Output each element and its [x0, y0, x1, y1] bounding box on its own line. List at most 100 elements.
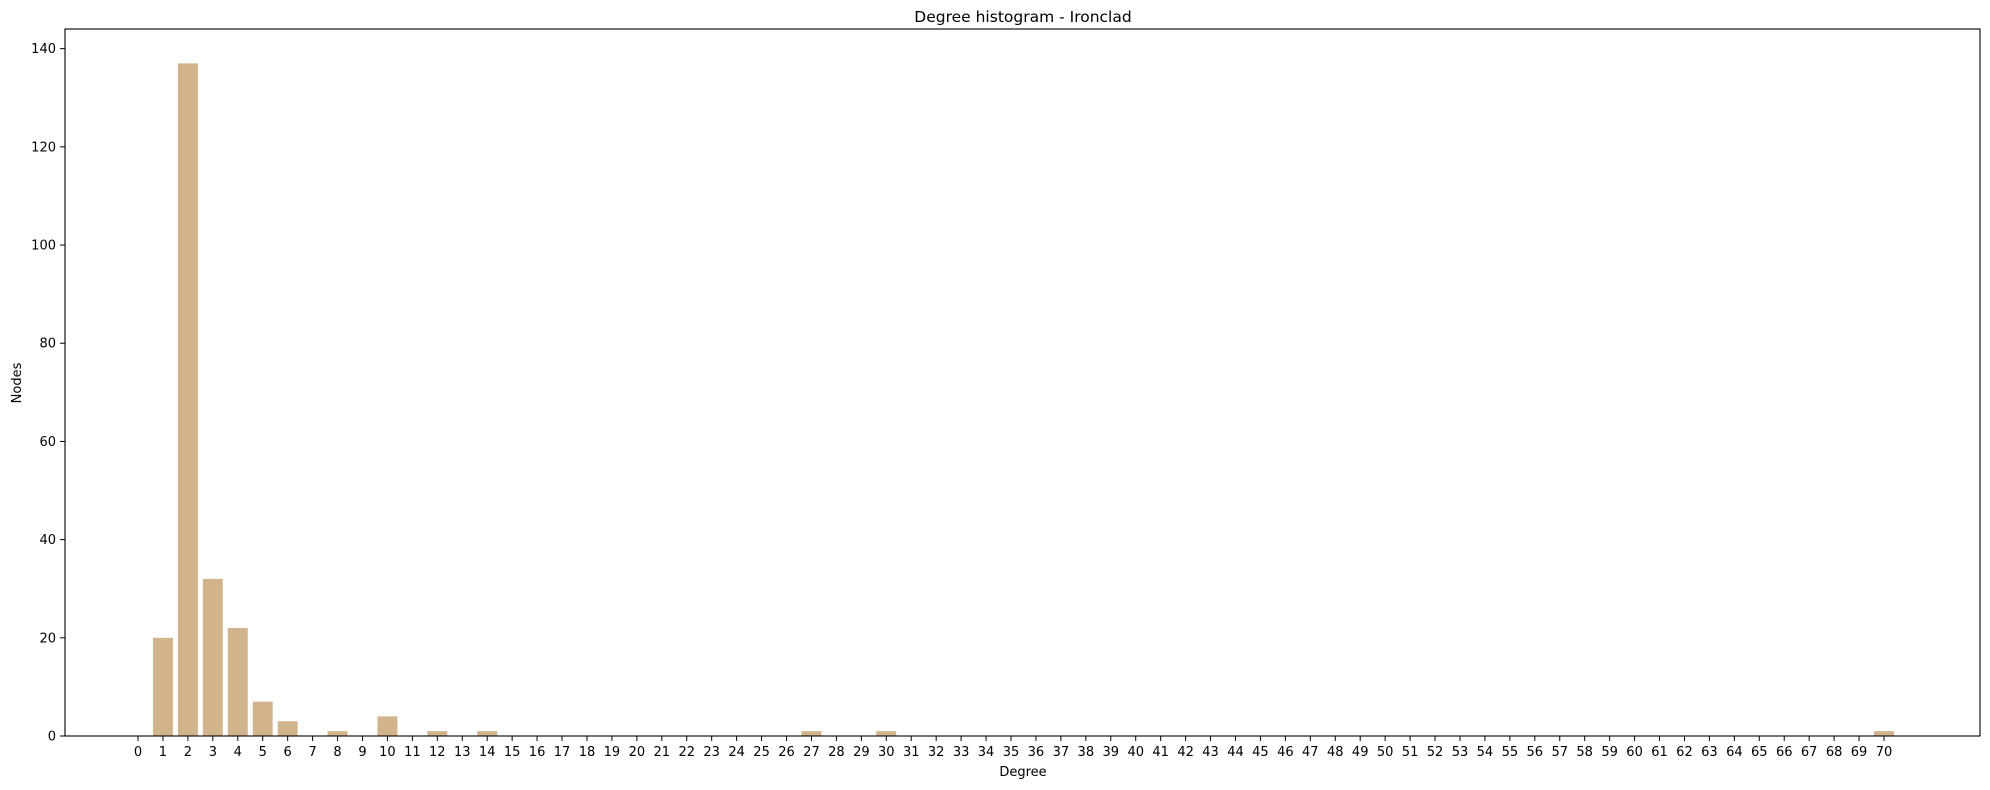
x-tick-label: 31 — [903, 745, 920, 760]
x-tick-label: 45 — [1252, 745, 1269, 760]
bar-degree-1 — [152, 637, 173, 736]
x-tick-label: 4 — [234, 745, 242, 760]
x-tick-label: 26 — [778, 745, 795, 760]
x-tick-label: 5 — [259, 745, 267, 760]
x-tick-label: 7 — [308, 745, 316, 760]
bar-degree-5 — [252, 701, 273, 736]
bars-group — [152, 63, 1894, 737]
bar-degree-30 — [876, 731, 897, 736]
x-tick-label: 52 — [1427, 745, 1444, 760]
x-tick-label: 0 — [134, 745, 142, 760]
x-tick-label: 29 — [853, 745, 870, 760]
x-tick-label: 12 — [429, 745, 446, 760]
x-tick-label: 18 — [579, 745, 596, 760]
x-axis-ticks: 0 1 2 3 4 5 6 7 8 9 10 11 12 13 14 15 16 17 18 19 20 21 22 23 24… — [134, 736, 1892, 760]
bar-degree-10 — [377, 716, 398, 736]
x-tick-label: 64 — [1726, 745, 1743, 760]
x-tick-label: 10 — [379, 745, 396, 760]
x-tick-label: 58 — [1576, 745, 1593, 760]
y-tick-label: 40 — [39, 533, 56, 548]
bar-degree-27 — [801, 731, 822, 736]
x-tick-label: 8 — [333, 745, 341, 760]
x-tick-label: 27 — [803, 745, 820, 760]
x-tick-label: 23 — [703, 745, 720, 760]
x-tick-label: 41 — [1152, 745, 1169, 760]
y-axis-title: Nodes — [10, 362, 25, 403]
y-axis-ticks: 0 20 40 60 80 100 120 140 — [31, 42, 65, 745]
x-tick-label: 21 — [654, 745, 671, 760]
y-tick-label: 80 — [39, 337, 56, 352]
x-tick-label: 61 — [1651, 745, 1668, 760]
bar-degree-14 — [477, 731, 498, 736]
y-tick-label: 120 — [31, 140, 56, 155]
x-tick-label: 6 — [284, 745, 292, 760]
x-tick-label: 36 — [1028, 745, 1045, 760]
y-tick-label: 140 — [31, 42, 56, 57]
x-tick-label: 57 — [1551, 745, 1568, 760]
x-tick-label: 38 — [1078, 745, 1095, 760]
x-tick-label: 40 — [1127, 745, 1144, 760]
x-tick-label: 11 — [404, 745, 421, 760]
x-tick-label: 54 — [1477, 745, 1494, 760]
x-tick-label: 59 — [1601, 745, 1618, 760]
x-tick-label: 53 — [1452, 745, 1469, 760]
x-tick-label: 69 — [1851, 745, 1868, 760]
plot-frame — [64, 28, 1981, 737]
x-tick-label: 56 — [1527, 745, 1544, 760]
x-tick-label: 62 — [1676, 745, 1693, 760]
x-tick-label: 51 — [1402, 745, 1419, 760]
x-tick-label: 13 — [454, 745, 471, 760]
y-tick-label: 60 — [39, 435, 56, 450]
x-tick-label: 60 — [1626, 745, 1643, 760]
x-tick-label: 22 — [678, 745, 695, 760]
x-tick-label: 28 — [828, 745, 845, 760]
x-tick-label: 17 — [554, 745, 571, 760]
x-tick-label: 50 — [1377, 745, 1394, 760]
y-tick-label: 0 — [48, 730, 56, 745]
x-tick-label: 9 — [358, 745, 366, 760]
x-tick-label: 34 — [978, 745, 995, 760]
x-tick-label: 65 — [1751, 745, 1768, 760]
x-tick-label: 30 — [878, 745, 895, 760]
x-tick-label: 25 — [753, 745, 770, 760]
x-tick-label: 24 — [728, 745, 745, 760]
x-tick-label: 42 — [1177, 745, 1194, 760]
bar-degree-6 — [277, 721, 298, 736]
x-tick-label: 48 — [1327, 745, 1344, 760]
y-tick-label: 100 — [31, 239, 56, 254]
x-tick-label: 35 — [1003, 745, 1020, 760]
x-tick-label: 43 — [1202, 745, 1219, 760]
bar-degree-70 — [1874, 731, 1894, 736]
x-tick-label: 68 — [1826, 745, 1843, 760]
bar-degree-3 — [202, 578, 223, 736]
x-tick-label: 66 — [1776, 745, 1793, 760]
x-tick-label: 16 — [529, 745, 546, 760]
x-tick-label: 33 — [953, 745, 970, 760]
x-tick-label: 15 — [504, 745, 521, 760]
x-axis-title: Degree — [999, 765, 1046, 780]
x-tick-label: 63 — [1701, 745, 1718, 760]
x-tick-label: 67 — [1801, 745, 1818, 760]
x-tick-label: 55 — [1502, 745, 1519, 760]
x-tick-label: 19 — [604, 745, 621, 760]
x-tick-label: 44 — [1227, 745, 1244, 760]
x-tick-label: 2 — [184, 745, 192, 760]
x-tick-label: 20 — [629, 745, 646, 760]
x-tick-label: 37 — [1053, 745, 1070, 760]
x-tick-label: 3 — [209, 745, 217, 760]
bar-degree-4 — [227, 627, 248, 736]
chart-title: Degree histogram - Ironclad — [914, 8, 1131, 26]
x-tick-label: 39 — [1102, 745, 1119, 760]
x-tick-label: 1 — [159, 745, 167, 760]
y-tick-label: 20 — [39, 631, 56, 646]
bar-degree-12 — [427, 731, 448, 736]
bar-degree-2 — [177, 63, 198, 737]
x-tick-label: 70 — [1876, 745, 1893, 760]
bar-degree-8 — [327, 731, 348, 736]
x-tick-label: 32 — [928, 745, 945, 760]
x-tick-label: 49 — [1352, 745, 1369, 760]
x-tick-label: 47 — [1302, 745, 1319, 760]
x-tick-label: 46 — [1277, 745, 1294, 760]
